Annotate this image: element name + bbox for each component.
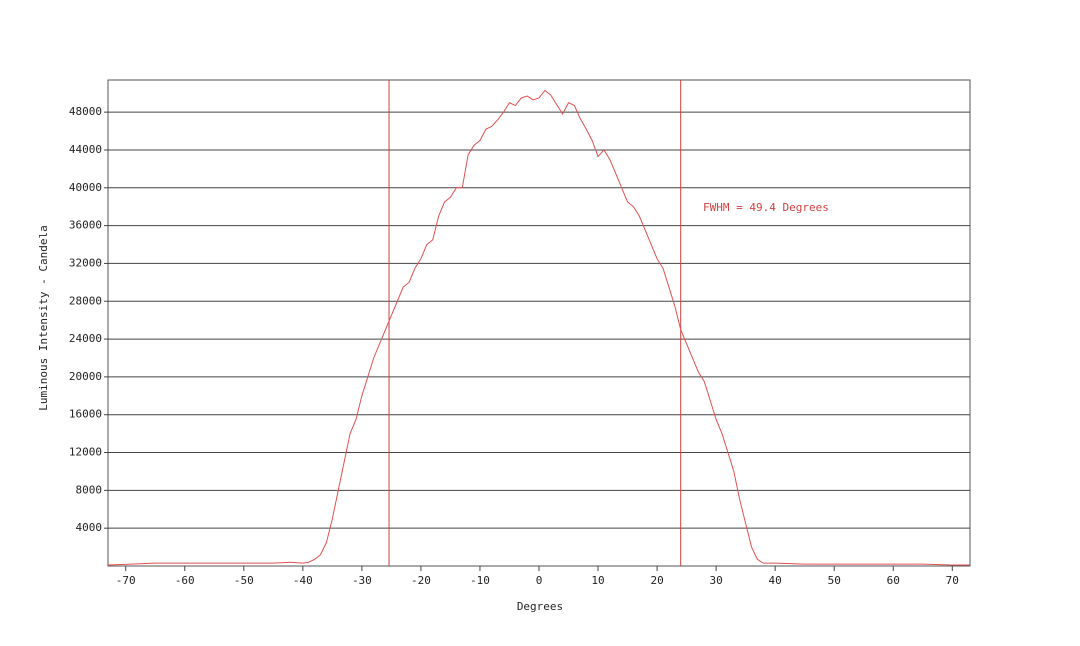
x-tick-label: -40	[293, 574, 313, 587]
plot-frame	[107, 79, 971, 567]
y-tick-label: 24000	[69, 332, 102, 345]
y-tick-label: 8000	[76, 483, 103, 496]
x-tick-label: 60	[887, 574, 900, 587]
x-tick-label: 20	[650, 574, 663, 587]
x-tick-label: 70	[946, 574, 959, 587]
x-tick-label: -10	[470, 574, 490, 587]
y-tick-label: 44000	[69, 143, 102, 156]
y-tick-label: 20000	[69, 370, 102, 383]
y-axis-label: Luminous Intensity - Candela	[37, 225, 50, 410]
y-tick-label: 48000	[69, 105, 102, 118]
x-tick-label: -50	[234, 574, 254, 587]
y-tick-label: 16000	[69, 408, 102, 421]
x-tick-label: -20	[411, 574, 431, 587]
annotation: FWHM = 49.4 Degrees	[703, 201, 829, 214]
data-line	[107, 89, 970, 566]
y-tick-label: 12000	[69, 446, 102, 459]
y-tick-label: 28000	[69, 294, 102, 307]
x-axis-label: Degrees	[517, 600, 563, 613]
x-tick-label: 40	[769, 574, 782, 587]
x-tick-label: 30	[709, 574, 722, 587]
y-tick-label: 36000	[69, 219, 102, 232]
x-tick-label: 50	[828, 574, 841, 587]
x-tick-label: -60	[175, 574, 195, 587]
x-tick-label: -30	[352, 574, 372, 587]
y-tick-label: 40000	[69, 181, 102, 194]
y-tick-label: 4000	[76, 521, 103, 534]
x-tick-label: -70	[116, 574, 136, 587]
x-tick-label: 10	[591, 574, 604, 587]
y-tick-label: 32000	[69, 256, 102, 269]
x-tick-label: 0	[536, 574, 543, 587]
